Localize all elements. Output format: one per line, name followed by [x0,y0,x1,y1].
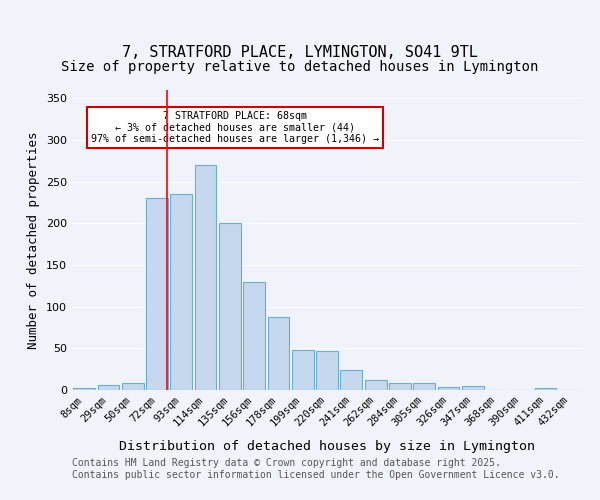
Text: Size of property relative to detached houses in Lymington: Size of property relative to detached ho… [61,60,539,74]
Bar [243,282,265,390]
Bar [340,370,362,390]
Bar [97,385,119,390]
Text: 7 STRATFORD PLACE: 68sqm
← 3% of detached houses are smaller (44)
97% of semi-de: 7 STRATFORD PLACE: 68sqm ← 3% of detache… [91,111,379,144]
Y-axis label: Number of detached properties: Number of detached properties [28,131,40,349]
Bar [389,382,411,390]
Text: Contains HM Land Registry data © Crown copyright and database right 2025.
Contai: Contains HM Land Registry data © Crown c… [72,458,560,480]
Bar [219,224,241,390]
Bar [73,388,95,390]
Bar [462,386,484,390]
Bar [365,380,386,390]
Bar [437,386,460,390]
Bar [268,316,289,390]
Bar [146,198,168,390]
Text: 7, STRATFORD PLACE, LYMINGTON, SO41 9TL: 7, STRATFORD PLACE, LYMINGTON, SO41 9TL [122,45,478,60]
Bar [170,194,192,390]
Bar [292,350,314,390]
X-axis label: Distribution of detached houses by size in Lymington: Distribution of detached houses by size … [119,440,535,452]
Bar [535,388,556,390]
Bar [413,384,435,390]
Bar [316,351,338,390]
Bar [122,384,143,390]
Bar [194,165,217,390]
